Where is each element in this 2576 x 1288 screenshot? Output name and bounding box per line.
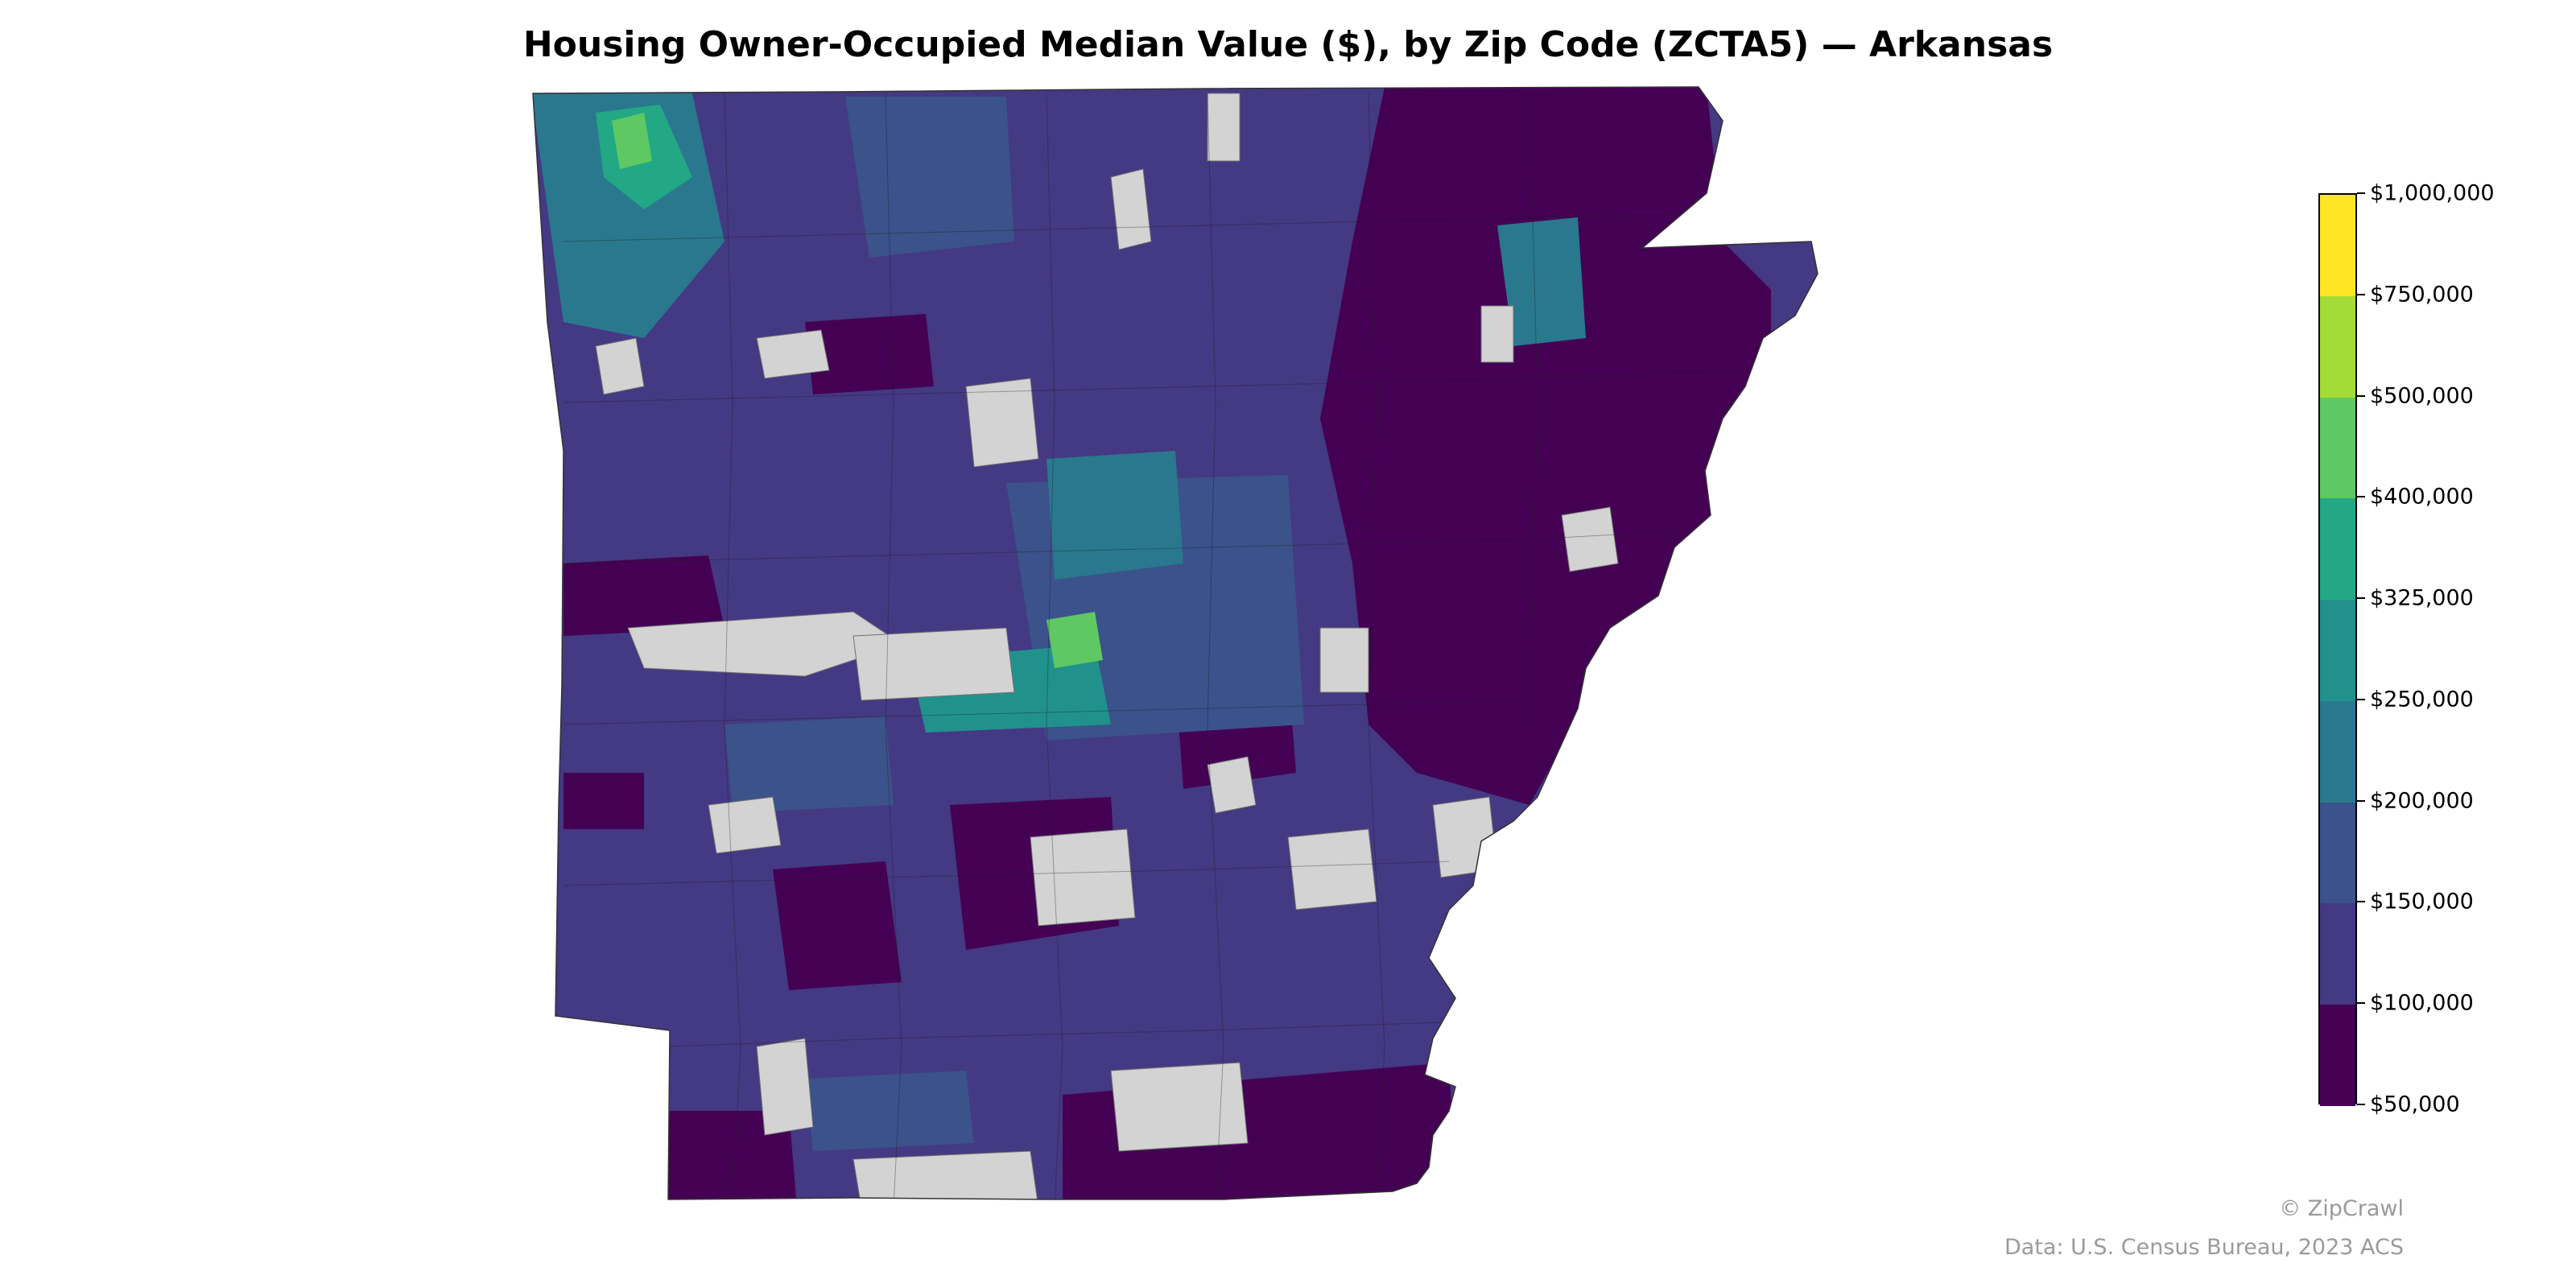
region-nodata-1	[627, 611, 903, 677]
region-nodata-6	[852, 1150, 1039, 1199]
region-nodata-4	[1110, 1062, 1249, 1152]
legend-tick	[2357, 394, 2365, 397]
region-north-blue	[845, 97, 1014, 258]
region-nodata-17	[708, 796, 782, 854]
region-nodata-14	[965, 378, 1039, 468]
legend-tick	[2357, 1104, 2365, 1105]
region-nodata-7	[1207, 93, 1241, 162]
legend-tick-label: $325,000	[2370, 585, 2474, 611]
legend-swatch	[2320, 195, 2355, 296]
legend-tick-label: $200,000	[2370, 788, 2474, 814]
legend-tick-label: $500,000	[2370, 383, 2474, 409]
region-nodata-8	[1480, 305, 1514, 363]
region-central-teal	[1046, 451, 1183, 580]
state-outline	[532, 86, 1818, 1200]
legend-tick-label: $400,000	[2370, 484, 2474, 510]
legend-swatch	[2320, 295, 2355, 398]
region-nodata-13	[756, 329, 830, 379]
region-east-teal	[1497, 217, 1586, 346]
legend-swatch	[2320, 903, 2355, 1005]
region-central-low-2	[805, 314, 934, 394]
legend-tick	[2357, 799, 2365, 802]
region-nodata-11	[1287, 828, 1377, 910]
legend-tick	[2357, 698, 2365, 700]
legend-tick	[2357, 901, 2365, 903]
legend-swatch	[2320, 397, 2355, 499]
legend-swatch	[2320, 700, 2355, 803]
region-central-low-1	[564, 555, 724, 636]
brand-credit: © ZipCrawl	[2279, 1196, 2404, 1221]
legend-tick-label: $1,000,000	[2370, 180, 2495, 206]
legend-swatch	[2320, 600, 2355, 701]
legend-tick	[2357, 293, 2365, 295]
legend-tick-label: $100,000	[2370, 990, 2474, 1016]
region-south-low-3	[773, 861, 902, 990]
legend-tick-label: $750,000	[2370, 282, 2474, 308]
legend-tick	[2357, 1002, 2365, 1005]
region-west-low	[564, 773, 644, 829]
region-west-blue	[724, 716, 894, 813]
legend-tick-label: $150,000	[2370, 889, 2474, 914]
region-nodata-15	[1110, 168, 1152, 250]
legend-swatch	[2320, 1005, 2355, 1106]
legend-swatch	[2320, 498, 2355, 601]
legend-tick-label: $250,000	[2370, 687, 2474, 712]
region-lr-green	[1046, 612, 1103, 668]
legend-swatch	[2320, 802, 2355, 904]
legend-tick	[2357, 496, 2365, 498]
region-south-blue	[805, 1071, 974, 1151]
legend-tick	[2357, 192, 2365, 194]
region-nodata-9	[1561, 506, 1619, 572]
region-nodata-2	[852, 627, 1015, 701]
region-east-low	[1320, 87, 1771, 805]
region-nodata-10	[1319, 627, 1369, 693]
region-nodata-5	[756, 1038, 814, 1136]
region-nodata-3	[1030, 828, 1136, 927]
legend-tick-label: $50,000	[2370, 1092, 2460, 1117]
source-credit: Data: U.S. Census Bureau, 2023 ACS	[2004, 1235, 2404, 1260]
legend-tick	[2357, 597, 2365, 600]
region-nw-lightgreen	[612, 113, 652, 169]
region-nodata-16	[595, 337, 645, 395]
region-nodata-18	[1207, 756, 1257, 814]
map-title: Housing Owner-Occupied Median Value ($),…	[522, 24, 2054, 65]
region-southwest-low	[660, 1111, 797, 1199]
color-legend: $1,000,000 $750,000 $500,000 $400,000 $325,0…	[2318, 181, 2528, 1117]
legend-colorbar	[2318, 193, 2357, 1106]
